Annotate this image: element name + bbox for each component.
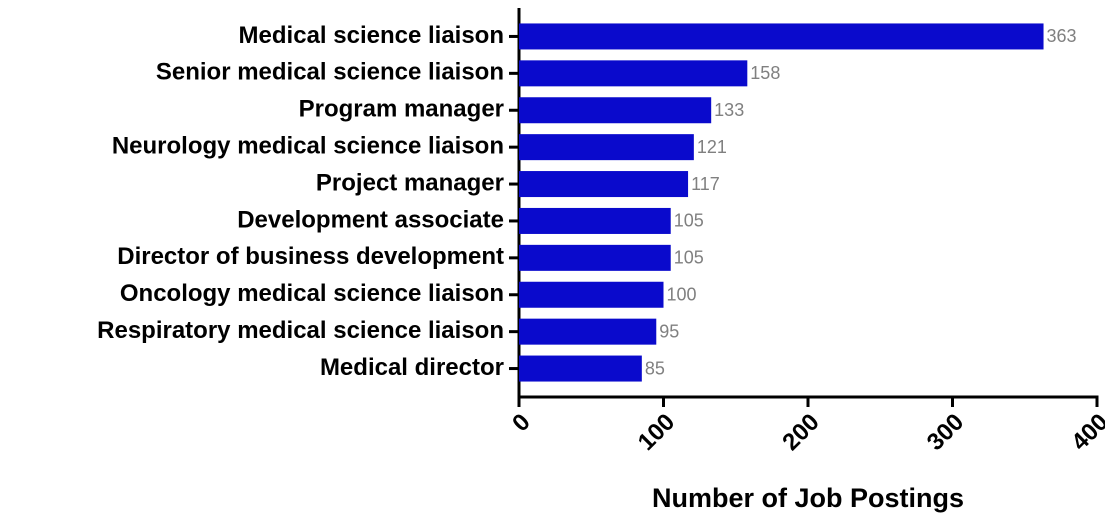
value-label: 117: [691, 174, 720, 194]
y-tick-label: Oncology medical science liaison: [120, 280, 504, 307]
x-tick-label: 100: [633, 409, 680, 456]
bar: [519, 355, 642, 382]
value-label: 133: [714, 100, 744, 120]
value-label: 105: [674, 248, 704, 268]
y-tick-label: Medical science liaison: [239, 22, 504, 49]
value-label: 95: [659, 321, 679, 341]
x-tick-label: 0: [507, 409, 536, 438]
y-tick-label: Director of business development: [117, 243, 504, 270]
bar: [519, 171, 689, 198]
y-tick-label: Senior medical science liaison: [156, 59, 504, 86]
y-tick-label: Respiratory medical science liaison: [97, 317, 504, 344]
bar: [519, 60, 748, 87]
x-tick-label: 300: [922, 409, 969, 456]
x-axis-title: Number of Job Postings: [652, 483, 964, 513]
value-label: 85: [645, 358, 665, 378]
x-tick-label: 400: [1066, 409, 1105, 456]
y-tick-label: Project manager: [316, 169, 504, 196]
value-label: 105: [674, 211, 704, 231]
y-tick-label: Development associate: [237, 206, 504, 233]
y-tick-label: Program manager: [299, 96, 504, 123]
value-label: 363: [1047, 26, 1077, 46]
y-tick-label: Neurology medical science liaison: [112, 132, 504, 159]
bar: [519, 244, 671, 271]
value-label: 121: [697, 137, 727, 157]
value-label: 100: [667, 285, 697, 305]
bar: [519, 134, 694, 161]
y-tick-label: Medical director: [320, 354, 504, 381]
bar: [519, 97, 712, 124]
x-tick-label: 200: [777, 409, 824, 456]
bar: [519, 207, 671, 234]
bar: [519, 281, 664, 308]
value-label: 158: [750, 63, 780, 83]
bar: [519, 318, 657, 345]
bar: [519, 23, 1044, 50]
